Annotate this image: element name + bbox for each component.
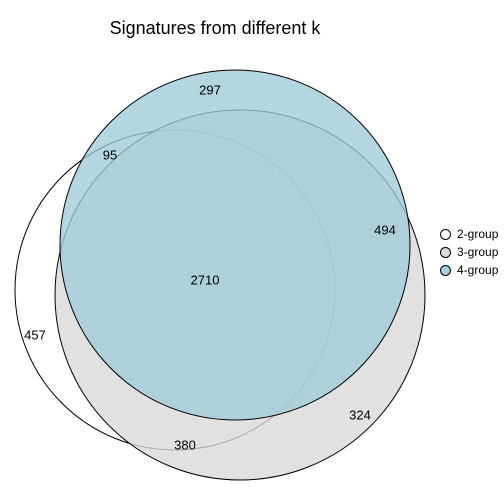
label-center-overlap: 2710 — [191, 273, 220, 288]
legend-item-3-group: 3-group — [440, 243, 498, 261]
label-2n3-overlap: 380 — [174, 438, 196, 453]
legend-swatch-2-group — [440, 229, 451, 240]
label-only-4-group: 297 — [199, 83, 221, 98]
legend-label: 3-group — [457, 245, 498, 259]
legend-label: 4-group — [457, 263, 498, 277]
label-only-3-group: 324 — [349, 408, 371, 423]
label-only-2-group: 457 — [24, 328, 46, 343]
circle-4-group — [60, 70, 410, 420]
legend-item-2-group: 2-group — [440, 225, 498, 243]
legend-swatch-3-group — [440, 247, 451, 258]
legend: 2-group 3-group 4-group — [440, 225, 498, 279]
venn-svg — [0, 0, 504, 504]
label-3n4-overlap: 494 — [374, 223, 396, 238]
legend-swatch-4-group — [440, 265, 451, 276]
legend-label: 2-group — [457, 227, 498, 241]
label-2n4-overlap: 95 — [103, 148, 117, 163]
legend-item-4-group: 4-group — [440, 261, 498, 279]
